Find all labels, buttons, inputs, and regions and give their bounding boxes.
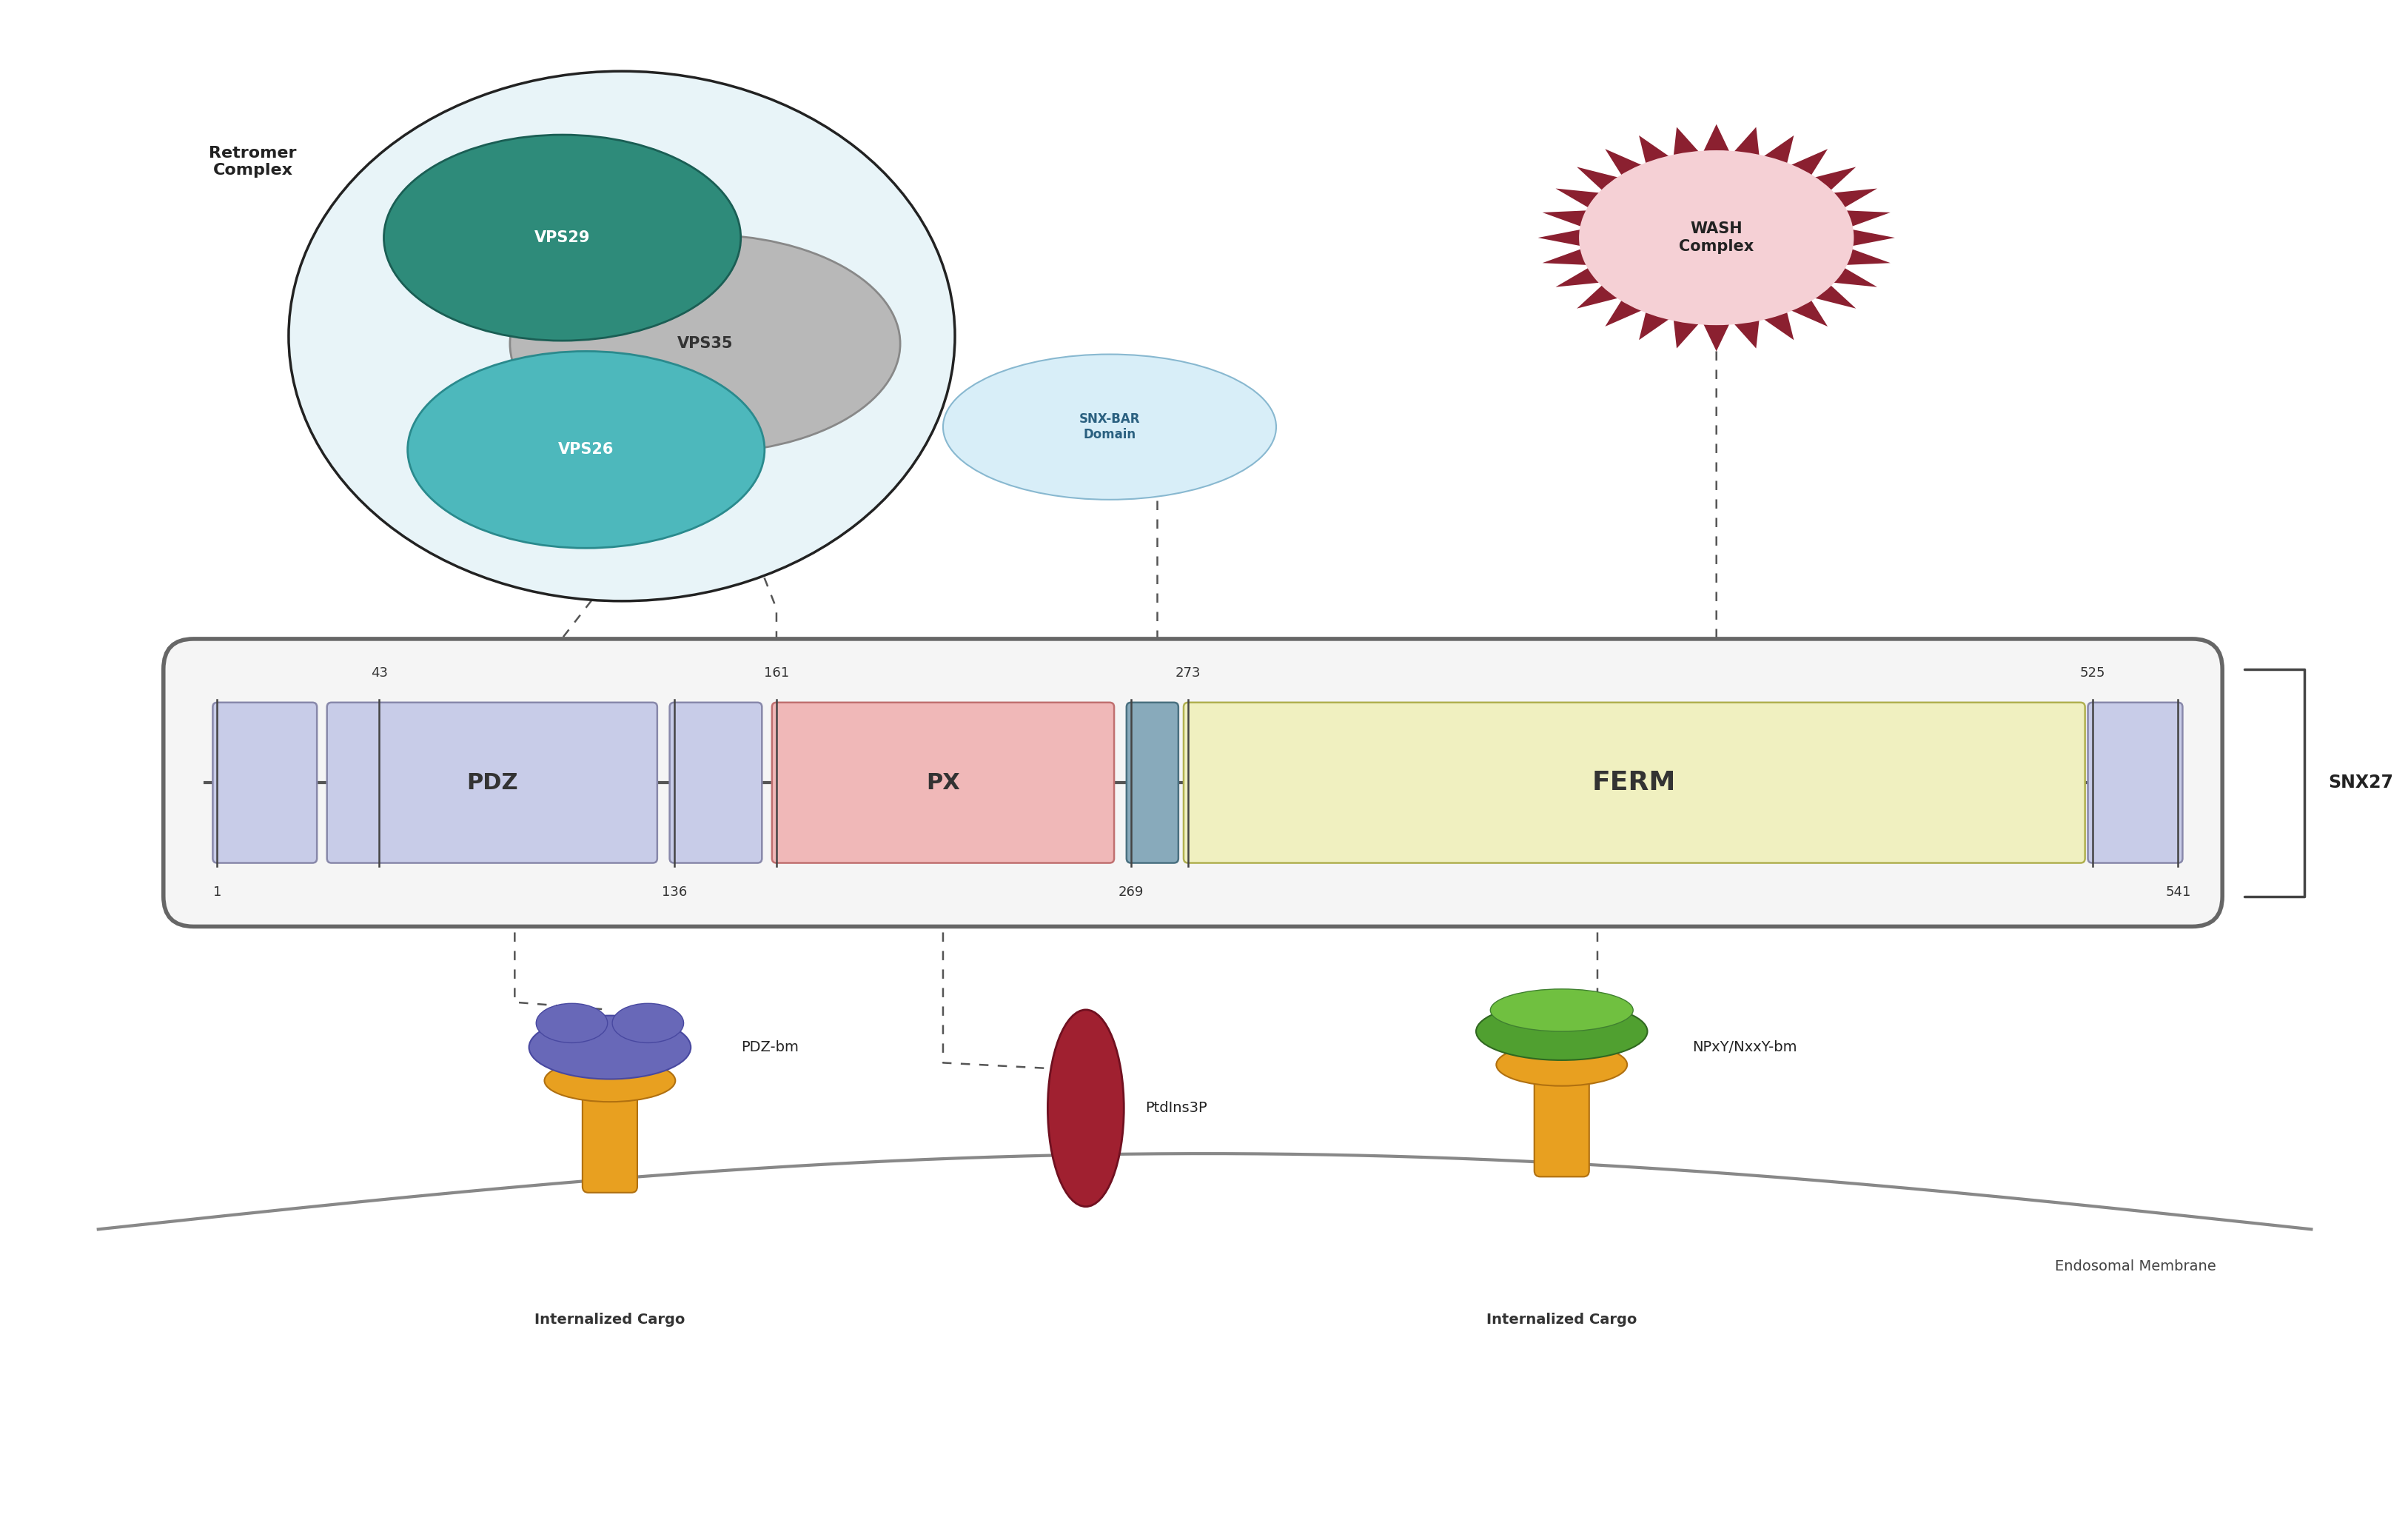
Text: 541: 541 — [2165, 886, 2191, 898]
FancyBboxPatch shape — [669, 702, 761, 863]
Text: VPS26: VPS26 — [559, 442, 614, 458]
Ellipse shape — [510, 234, 901, 453]
Ellipse shape — [612, 1003, 684, 1043]
Ellipse shape — [1580, 150, 1854, 325]
Text: SNX-BAR
Domain: SNX-BAR Domain — [1079, 412, 1139, 441]
FancyBboxPatch shape — [1127, 702, 1178, 863]
FancyBboxPatch shape — [583, 1075, 638, 1193]
Text: 1: 1 — [212, 886, 222, 898]
Ellipse shape — [530, 1015, 691, 1079]
Ellipse shape — [1491, 990, 1633, 1032]
Text: PDZ-bm: PDZ-bm — [742, 1041, 799, 1055]
Ellipse shape — [383, 135, 742, 340]
Text: 136: 136 — [662, 886, 686, 898]
Text: Internalized Cargo: Internalized Cargo — [535, 1313, 686, 1327]
Text: FERM: FERM — [1592, 771, 1676, 795]
Text: 525: 525 — [2081, 666, 2105, 679]
Text: Retromer
Complex: Retromer Complex — [209, 146, 296, 178]
Text: Endosomal Membrane: Endosomal Membrane — [2054, 1260, 2215, 1274]
FancyBboxPatch shape — [1185, 702, 2085, 863]
Text: NPxY/NxxY-bm: NPxY/NxxY-bm — [1693, 1041, 1796, 1055]
FancyBboxPatch shape — [1534, 1058, 1589, 1176]
FancyBboxPatch shape — [164, 638, 2223, 927]
Text: WASH
Complex: WASH Complex — [1678, 222, 1753, 254]
Ellipse shape — [537, 1003, 607, 1043]
Text: SNX27: SNX27 — [2329, 774, 2394, 792]
Text: 273: 273 — [1175, 666, 1202, 679]
Text: VPS35: VPS35 — [677, 336, 732, 351]
FancyBboxPatch shape — [212, 702, 318, 863]
Ellipse shape — [944, 354, 1276, 500]
Text: PtdIns3P: PtdIns3P — [1146, 1100, 1206, 1116]
Text: 43: 43 — [371, 666, 388, 679]
FancyBboxPatch shape — [327, 702, 657, 863]
Text: PDZ: PDZ — [467, 772, 518, 793]
Text: 269: 269 — [1117, 886, 1144, 898]
Ellipse shape — [407, 351, 766, 549]
Ellipse shape — [1476, 1003, 1647, 1059]
Ellipse shape — [544, 1059, 674, 1102]
FancyBboxPatch shape — [773, 702, 1115, 863]
Text: PX: PX — [927, 772, 961, 793]
Ellipse shape — [1047, 1009, 1125, 1207]
Text: Internalized Cargo: Internalized Cargo — [1486, 1313, 1637, 1327]
FancyBboxPatch shape — [2088, 702, 2182, 863]
Text: VPS29: VPS29 — [535, 231, 590, 245]
Ellipse shape — [1495, 1044, 1628, 1085]
Text: 161: 161 — [763, 666, 790, 679]
Ellipse shape — [289, 71, 956, 600]
Polygon shape — [1539, 125, 1895, 351]
